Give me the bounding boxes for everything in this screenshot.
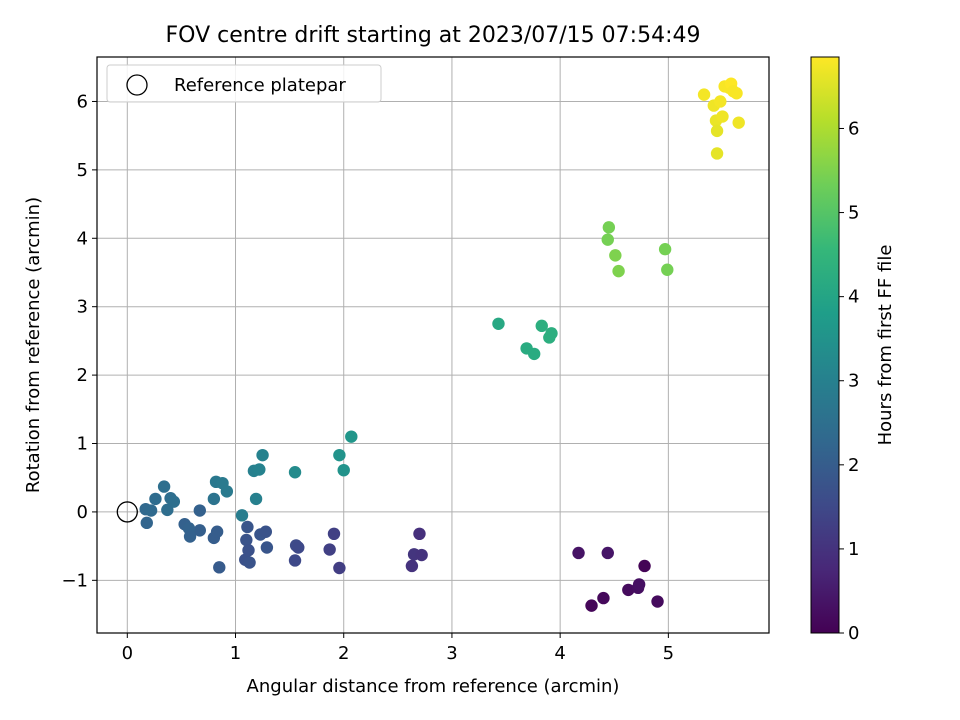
data-point — [333, 448, 346, 462]
plot-frame — [96, 56, 770, 634]
data-point — [612, 264, 625, 278]
data-point — [256, 448, 269, 462]
data-point — [609, 249, 622, 262]
data-point — [213, 561, 226, 574]
data-point — [415, 548, 428, 562]
data-point — [602, 221, 616, 234]
data-point — [260, 541, 274, 554]
y-tick-label: 3 — [77, 297, 88, 318]
data-point — [240, 533, 253, 547]
chart-title: FOV centre drift starting at 2023/07/15 … — [166, 23, 701, 48]
data-point — [220, 485, 234, 498]
data-point — [235, 509, 249, 522]
colorbar-tick-label: 6 — [848, 118, 859, 139]
data-point — [545, 327, 558, 340]
data-point — [492, 317, 505, 330]
data-point — [337, 463, 350, 477]
x-tick-label: 2 — [338, 643, 349, 664]
colorbar: 0 1 2 3 4 5 6 Hours from first FF file — [810, 56, 896, 644]
x-tick-label: 3 — [446, 643, 457, 664]
y-axis-ticks: −1 0 1 2 3 4 5 6 — [61, 91, 97, 591]
colorbar-tick-label: 4 — [848, 287, 859, 308]
colorbar-tick-label: 1 — [848, 539, 859, 560]
colorbar-tick-label: 5 — [848, 203, 859, 224]
x-tick-label: 4 — [554, 643, 565, 664]
data-point — [413, 527, 426, 541]
x-tick-label: 5 — [663, 643, 674, 664]
data-point — [241, 520, 254, 534]
data-point — [527, 347, 541, 361]
data-point — [710, 147, 724, 160]
data-point — [651, 595, 664, 608]
data-point — [259, 525, 273, 538]
y-tick-label: 0 — [77, 502, 88, 523]
x-tick-label: 1 — [230, 643, 241, 664]
data-point — [149, 492, 162, 506]
data-point — [243, 556, 256, 569]
colorbar-tick-label: 3 — [848, 371, 859, 392]
data-point — [292, 541, 305, 554]
data-point — [345, 430, 358, 443]
data-point — [242, 544, 255, 557]
data-point — [661, 263, 674, 276]
legend: Reference platepar — [106, 64, 382, 103]
grid-lines — [97, 57, 769, 633]
data-point — [249, 492, 263, 506]
data-point — [732, 116, 745, 129]
data-point — [730, 87, 743, 100]
legend-box — [106, 64, 382, 103]
x-axis-label: Angular distance from reference (arcmin) — [247, 676, 620, 697]
legend-reference-label: Reference platepar — [174, 75, 346, 96]
reference-platepar-marker — [116, 501, 138, 523]
data-point — [632, 578, 646, 591]
data-point — [716, 110, 729, 123]
data-point — [622, 583, 635, 597]
y-tick-label: 2 — [77, 365, 88, 386]
data-point — [207, 492, 221, 506]
data-point — [697, 88, 711, 101]
data-point — [327, 527, 341, 541]
data-point — [167, 495, 181, 508]
y-tick-label: −1 — [61, 570, 88, 591]
colorbar-ticks: 0 1 2 3 4 5 6 — [839, 118, 859, 644]
data-point — [193, 524, 207, 537]
y-tick-label: 6 — [77, 91, 88, 112]
data-point — [585, 599, 598, 612]
data-point — [572, 546, 585, 560]
data-point — [597, 591, 610, 605]
data-point — [333, 561, 346, 575]
data-point — [183, 530, 197, 543]
data-point — [535, 319, 548, 333]
colorbar-gradient — [810, 56, 840, 634]
data-point — [144, 504, 158, 517]
data-point — [638, 559, 651, 573]
data-point — [601, 546, 614, 560]
data-point — [157, 480, 171, 493]
y-tick-label: 4 — [77, 228, 88, 249]
data-point — [288, 466, 302, 479]
data-point — [288, 554, 302, 567]
y-axis-label: Rotation from reference (arcmin) — [23, 197, 44, 493]
data-point — [210, 525, 224, 538]
x-tick-label: 0 — [122, 643, 133, 664]
legend-reference-marker — [126, 74, 148, 96]
y-tick-label: 1 — [77, 434, 88, 455]
x-axis-ticks: 0 1 2 3 4 5 — [122, 633, 674, 664]
data-point — [323, 543, 336, 556]
colorbar-tick-label: 0 — [848, 623, 859, 644]
data-points — [116, 77, 745, 612]
data-point — [405, 559, 419, 573]
data-point — [710, 124, 724, 138]
y-tick-label: 5 — [77, 160, 88, 181]
data-point — [193, 504, 207, 517]
data-point — [140, 516, 153, 530]
data-point — [601, 233, 614, 246]
data-point — [253, 463, 266, 476]
colorbar-tick-label: 2 — [848, 455, 859, 476]
colorbar-label: Hours from first FF file — [875, 245, 896, 446]
data-point — [714, 95, 727, 108]
data-point — [658, 243, 672, 256]
